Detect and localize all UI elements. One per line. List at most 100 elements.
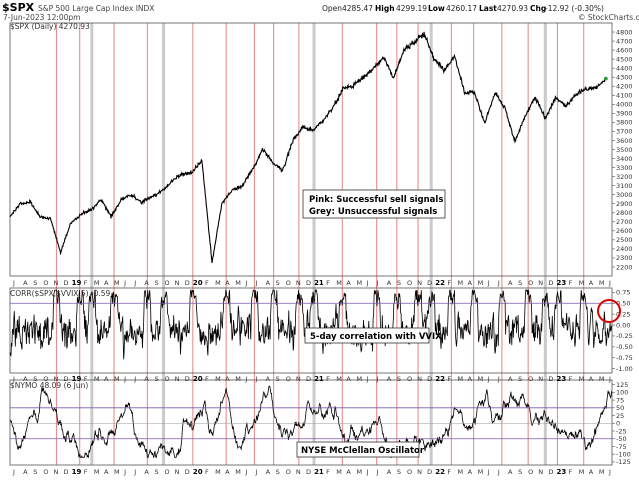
month-label: M bbox=[336, 279, 342, 287]
month-label: A bbox=[104, 375, 109, 383]
month-label: O bbox=[165, 468, 170, 476]
low-value: 4260.17 bbox=[446, 4, 477, 13]
month-label: O bbox=[165, 375, 170, 383]
month-label: M bbox=[356, 375, 362, 383]
month-label: D bbox=[64, 279, 69, 287]
chg-label: Chg bbox=[530, 4, 546, 13]
legend-box bbox=[302, 189, 446, 219]
corr-y-tick-label: 0.25 bbox=[616, 310, 630, 318]
price-y-tick-label: 4200 bbox=[616, 83, 633, 91]
month-label: O bbox=[528, 375, 533, 383]
month-label: F bbox=[447, 375, 451, 383]
month-label: A bbox=[23, 375, 28, 383]
credit-text: © StockCharts.com bbox=[578, 13, 639, 22]
month-label: A bbox=[266, 468, 271, 476]
year-label: 22 bbox=[435, 468, 445, 476]
month-label: J bbox=[366, 279, 369, 287]
corr-note-text: 5-day correlation with VVIX bbox=[310, 332, 442, 342]
month-label: F bbox=[205, 468, 209, 476]
month-label: M bbox=[599, 279, 605, 287]
month-label: M bbox=[599, 375, 605, 383]
corr-y-tick-label: 0.75 bbox=[616, 289, 630, 297]
month-label: M bbox=[457, 279, 463, 287]
price-y-tick-label: 2500 bbox=[616, 236, 633, 244]
month-label: A bbox=[266, 279, 271, 287]
corr-y-tick-label: 0.00 bbox=[616, 321, 630, 329]
month-label: S bbox=[154, 375, 158, 383]
year-label: 23 bbox=[556, 375, 566, 383]
nymo-panel-label: $NYMO 48.09 (6 Jun) bbox=[10, 381, 88, 390]
month-label: A bbox=[346, 468, 351, 476]
year-label: 21 bbox=[314, 375, 324, 383]
month-label: J bbox=[497, 468, 500, 476]
month-label: A bbox=[225, 279, 230, 287]
month-label: S bbox=[33, 468, 37, 476]
month-label: D bbox=[306, 468, 311, 476]
month-label: J bbox=[254, 279, 257, 287]
month-label: F bbox=[447, 279, 451, 287]
month-label: F bbox=[205, 375, 209, 383]
month-label: M bbox=[114, 468, 120, 476]
month-label: O bbox=[286, 375, 291, 383]
month-label: A bbox=[346, 375, 351, 383]
month-label: J bbox=[608, 279, 611, 287]
year-label: 21 bbox=[314, 279, 324, 287]
price-y-tick-label: 4000 bbox=[616, 101, 633, 109]
nymo-y-tick-label: 0 bbox=[616, 420, 620, 428]
price-y-tick-label: 2200 bbox=[616, 263, 633, 271]
month-label: N bbox=[417, 468, 422, 476]
corr-y-tick-label: -1.00 bbox=[616, 365, 633, 373]
last-label: Last bbox=[479, 4, 497, 13]
month-label: A bbox=[144, 468, 149, 476]
month-label: D bbox=[185, 375, 190, 383]
month-label: J bbox=[497, 375, 500, 383]
price-y-tick-label: 4100 bbox=[616, 92, 633, 100]
month-label: M bbox=[356, 468, 362, 476]
high-value: 4299.19 bbox=[396, 4, 427, 13]
symbol-title: $SPX bbox=[2, 1, 35, 14]
month-label: N bbox=[538, 375, 543, 383]
month-label: A bbox=[468, 468, 473, 476]
spx-price-line bbox=[9, 31, 607, 263]
price-y-tick-label: 4300 bbox=[616, 74, 633, 82]
month-label: D bbox=[64, 375, 69, 383]
corr-panel-label: CORR($SPX,$VVIX,5) -0.59 bbox=[10, 289, 111, 298]
nymo-y-tick-label: -125 bbox=[616, 458, 631, 466]
price-y-tick-label: 3600 bbox=[616, 137, 633, 145]
symbol-description: S&P 500 Large Cap Index INDX bbox=[38, 4, 154, 13]
month-label: J bbox=[366, 375, 369, 383]
month-label: M bbox=[356, 279, 362, 287]
month-label: S bbox=[518, 468, 522, 476]
month-label: O bbox=[407, 375, 412, 383]
open-value: 4285.47 bbox=[342, 4, 373, 13]
month-label: A bbox=[589, 468, 594, 476]
month-label: F bbox=[84, 468, 88, 476]
month-label: J bbox=[123, 375, 126, 383]
year-label: 19 bbox=[72, 375, 82, 383]
month-label: F bbox=[84, 279, 88, 287]
month-label: S bbox=[276, 375, 280, 383]
month-label: M bbox=[478, 279, 484, 287]
month-label: J bbox=[244, 375, 247, 383]
month-label: S bbox=[518, 279, 522, 287]
price-y-tick-label: 2400 bbox=[616, 245, 633, 253]
nymo-frame bbox=[9, 379, 613, 466]
price-panel-label: $SPX (Daily) 4270.93 bbox=[10, 22, 90, 31]
corr-y-tick-label: -0.25 bbox=[616, 332, 633, 340]
nymo-y-tick-label: -75 bbox=[616, 443, 627, 451]
nymo-note-text: NYSE McClellan Oscillator bbox=[301, 446, 425, 456]
month-label: A bbox=[266, 375, 271, 383]
price-y-tick-label: 3500 bbox=[616, 146, 633, 154]
month-label: M bbox=[478, 375, 484, 383]
nymo-note-box bbox=[296, 441, 420, 458]
month-label: O bbox=[407, 279, 412, 287]
month-label: M bbox=[235, 375, 241, 383]
corr-line bbox=[9, 288, 612, 360]
month-label: A bbox=[23, 468, 28, 476]
month-label: D bbox=[427, 279, 432, 287]
month-label: A bbox=[387, 375, 392, 383]
month-label: A bbox=[468, 375, 473, 383]
month-label: S bbox=[397, 468, 401, 476]
month-label: A bbox=[387, 468, 392, 476]
price-y-tick-label: 3100 bbox=[616, 182, 633, 190]
